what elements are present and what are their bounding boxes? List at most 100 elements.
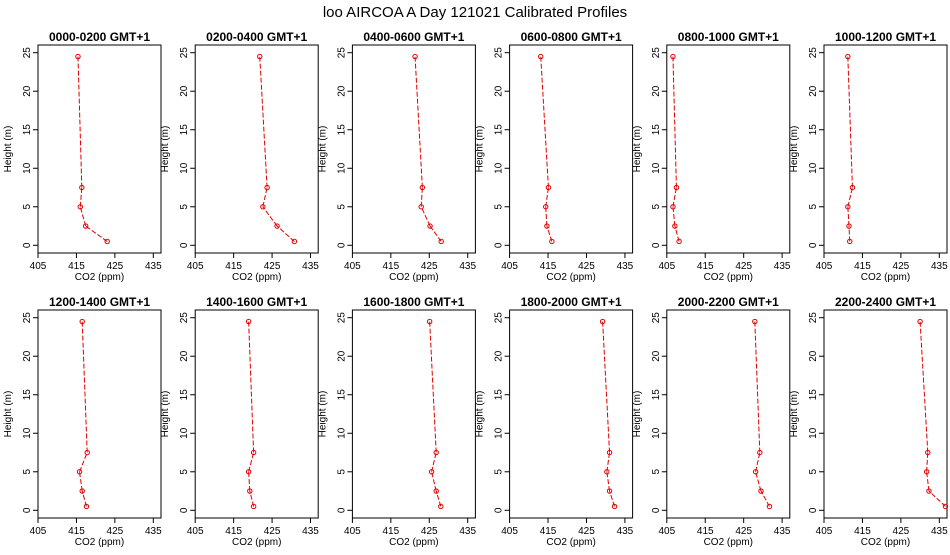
x-tick-label: 435 <box>774 526 791 537</box>
profile-line-segment <box>760 490 770 507</box>
profile-line-segment <box>926 452 929 472</box>
y-tick-label: 25 <box>179 47 190 59</box>
y-tick-label: 0 <box>651 507 662 513</box>
x-tick-label: 415 <box>540 526 557 537</box>
panel-title: 2200-2400 GMT+1 <box>835 295 936 309</box>
y-tick-label: 10 <box>651 162 662 174</box>
y-tick-label: 5 <box>336 469 347 475</box>
x-tick-label: 415 <box>382 261 399 272</box>
data-point <box>426 318 433 325</box>
profile-line-segment <box>429 225 442 242</box>
x-tick-label: 405 <box>816 526 833 537</box>
data-point <box>79 184 85 191</box>
data-point <box>264 184 270 191</box>
data-point <box>757 449 763 456</box>
x-tick-label: 435 <box>302 261 319 272</box>
x-axis-label: CO2 (ppm) <box>704 272 753 283</box>
data-point <box>846 223 852 229</box>
data-point <box>752 318 758 325</box>
y-tick-label: 0 <box>179 242 190 248</box>
y-tick-label: 25 <box>651 47 662 59</box>
y-tick-label: 15 <box>336 389 347 401</box>
panel-title: 0800-1000 GMT+1 <box>678 30 779 44</box>
data-point <box>84 449 90 456</box>
data-point <box>549 238 555 245</box>
panel-title: 1000-1200 GMT+1 <box>835 30 936 44</box>
x-tick-label: 425 <box>735 261 752 272</box>
panel-title: 1400-1600 GMT+1 <box>206 295 307 309</box>
data-point <box>245 469 252 475</box>
profile-line-segment <box>79 471 83 492</box>
x-tick-label: 425 <box>421 526 438 537</box>
data-point <box>766 503 773 510</box>
plot-frame <box>194 309 319 519</box>
y-tick-label: 15 <box>808 124 819 136</box>
y-tick-label: 15 <box>651 124 662 136</box>
y-tick-label: 20 <box>651 85 662 97</box>
profile-line-segment <box>755 452 761 472</box>
profile-line-segment <box>262 206 278 227</box>
x-tick-label: 425 <box>578 261 595 272</box>
profile-line-segment <box>79 206 87 227</box>
y-tick-label: 20 <box>808 85 819 97</box>
data-point <box>544 223 550 229</box>
x-tick-label: 425 <box>578 526 595 537</box>
panel-title: 1800-2000 GMT+1 <box>521 295 622 309</box>
x-tick-label: 415 <box>697 261 714 272</box>
plot-frame <box>509 309 634 519</box>
data-point <box>247 488 253 494</box>
x-tick-label: 435 <box>931 261 948 272</box>
y-tick-label: 5 <box>494 469 505 475</box>
data-point <box>676 238 682 245</box>
x-axis-label: CO2 (ppm) <box>75 537 124 548</box>
panel-title: 2000-2200 GMT+1 <box>678 295 779 309</box>
x-tick-label: 405 <box>658 261 675 272</box>
y-tick-label: 25 <box>179 312 190 324</box>
data-point <box>77 204 83 210</box>
profile-line-segment <box>602 321 611 453</box>
data-point <box>758 488 764 494</box>
profile-line-segment <box>79 187 83 207</box>
data-point <box>599 318 606 325</box>
data-point <box>438 238 444 245</box>
profile-line-segment <box>431 471 437 492</box>
data-point <box>752 469 759 475</box>
y-tick-label: 15 <box>22 389 33 401</box>
data-point <box>427 223 433 229</box>
plot-frame <box>351 309 476 519</box>
profile-line-segment <box>420 187 423 207</box>
x-tick-label: 435 <box>617 261 634 272</box>
profile-line-segment <box>248 321 255 453</box>
y-tick-label: 0 <box>336 242 347 248</box>
y-tick-label: 10 <box>22 427 33 439</box>
profile-line-segment <box>606 471 611 492</box>
y-tick-label: 15 <box>336 124 347 136</box>
data-point <box>76 469 83 475</box>
profile-line-segment <box>928 490 946 507</box>
profile-line-segment <box>262 187 268 207</box>
x-tick-label: 435 <box>931 526 948 537</box>
x-tick-label: 405 <box>344 526 361 537</box>
data-point <box>412 53 418 60</box>
data-point <box>847 238 853 245</box>
x-tick-label: 405 <box>816 261 833 272</box>
profile-line-segment <box>754 321 761 453</box>
data-point <box>79 318 85 325</box>
y-tick-label: 15 <box>179 389 190 401</box>
profile-line-segment <box>755 471 762 492</box>
plot-frame <box>509 44 634 254</box>
y-tick-label: 5 <box>22 469 33 475</box>
x-axis-label: CO2 (ppm) <box>861 537 910 548</box>
data-point <box>670 53 676 60</box>
data-point <box>545 184 552 191</box>
panel-title: 1600-1800 GMT+1 <box>363 295 464 309</box>
profile-line-segment <box>248 471 251 492</box>
data-point <box>419 184 426 191</box>
data-point <box>250 449 257 456</box>
y-tick-label: 0 <box>808 507 819 513</box>
y-tick-label: 0 <box>22 507 33 513</box>
data-point <box>438 503 444 510</box>
data-point <box>291 238 298 245</box>
y-tick-label: 25 <box>336 47 347 59</box>
